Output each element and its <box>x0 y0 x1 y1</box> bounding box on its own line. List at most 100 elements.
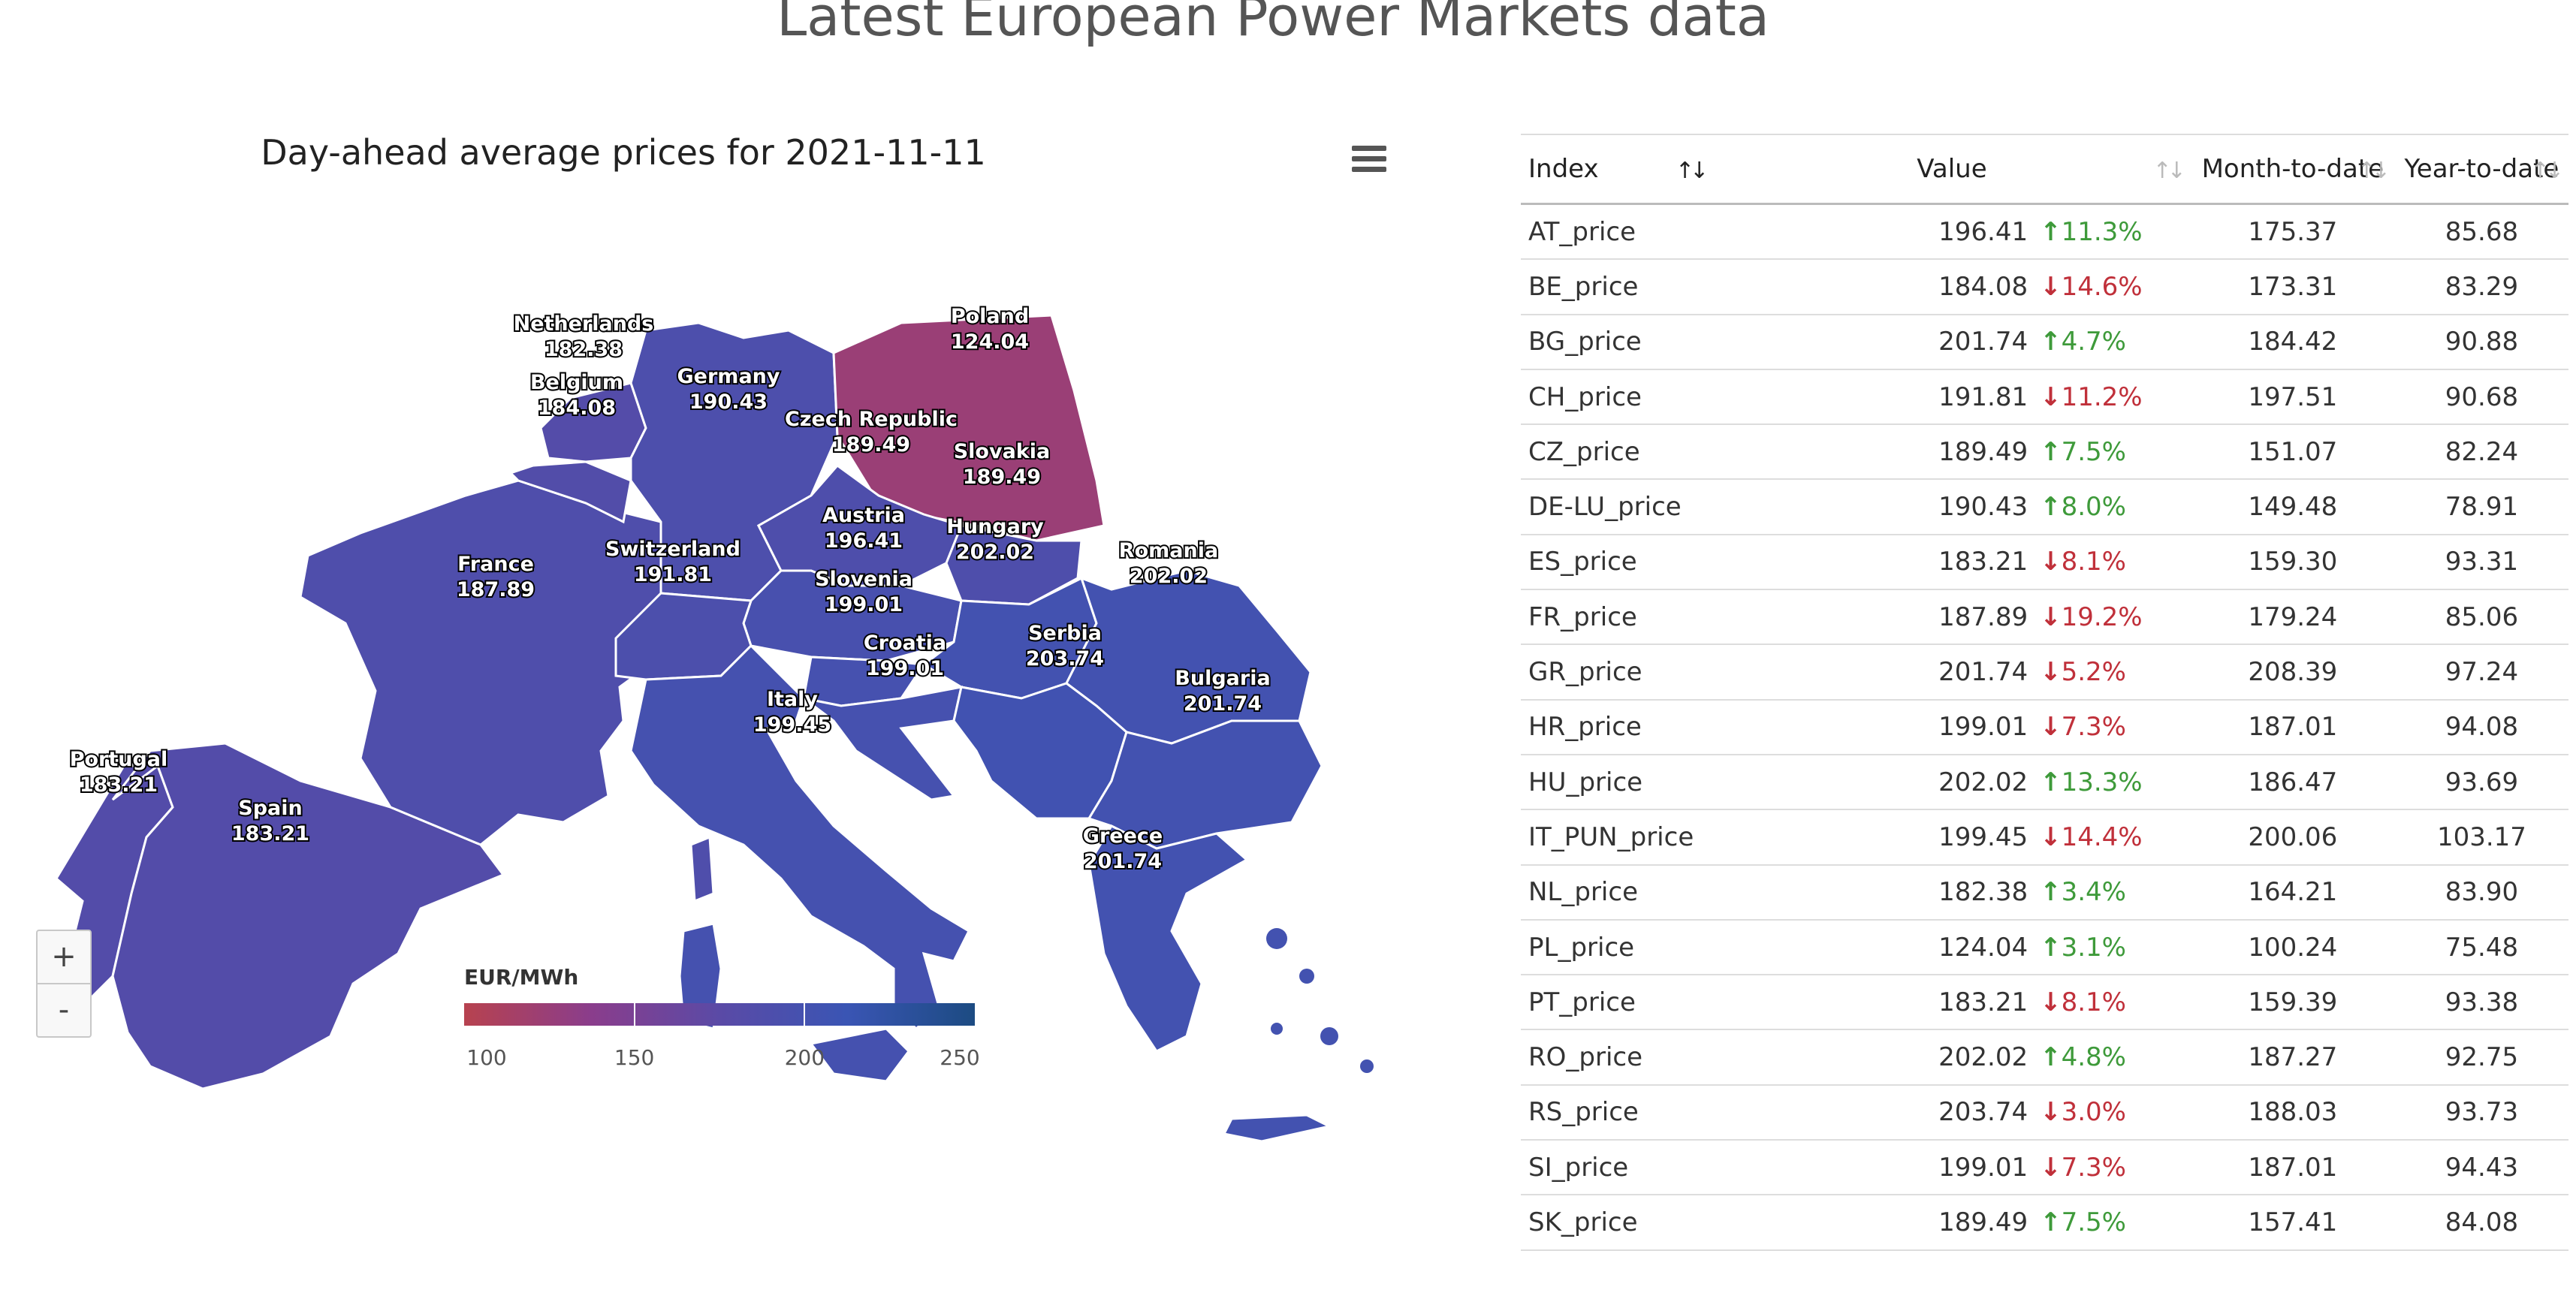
cell-year-to-date: 97.24 <box>2394 644 2568 701</box>
column-header-value[interactable]: Value ↑↓ <box>1713 134 2191 205</box>
cell-year-to-date: 84.08 <box>2394 1195 2568 1251</box>
country-label-name: Germany <box>677 365 780 388</box>
value-change: ↓8.1% <box>2040 547 2126 577</box>
country-label-value: 199.45 <box>753 713 831 737</box>
country-label-name: Netherlands <box>514 312 654 336</box>
cell-value: 199.45 ↓14.4% <box>1713 809 2191 866</box>
sort-icon[interactable]: ↑↓ <box>2530 158 2564 184</box>
country-bulgaria[interactable] <box>1087 719 1323 850</box>
arrow-up-icon: ↑ <box>2040 1207 2062 1237</box>
table-row: FR_price 187.89 ↓19.2% 179.24 85.06 <box>1521 589 2568 646</box>
value-number: 201.74 <box>1938 657 2029 688</box>
cell-value: 202.02 ↑13.3% <box>1713 754 2191 811</box>
arrow-up-icon: ↑ <box>2040 492 2062 523</box>
zoom-out-button[interactable]: - <box>38 983 90 1036</box>
table-row: IT_PUN_price 199.45 ↓14.4% 200.06 103.17 <box>1521 809 2568 866</box>
cell-value: 199.01 ↓7.3% <box>1713 699 2191 755</box>
country-italy[interactable] <box>678 922 722 1030</box>
cell-value: 201.74 ↓5.2% <box>1713 644 2191 701</box>
cell-year-to-date: 78.91 <box>2394 479 2568 535</box>
value-number: 203.74 <box>1938 1097 2029 1128</box>
value-number: 184.08 <box>1938 271 2029 302</box>
country-netherlands[interactable] <box>539 381 647 463</box>
country-greece[interactable] <box>1087 824 1249 1053</box>
country-label-name: Croatia <box>864 631 946 655</box>
country-greece-island[interactable] <box>1299 969 1314 984</box>
cell-value: 201.74 ↑4.7% <box>1713 314 2191 370</box>
page-title: Latest European Power Markets data <box>777 0 1769 48</box>
sort-icon[interactable]: ↑↓ <box>2357 158 2390 184</box>
country-greece-island[interactable] <box>1266 928 1287 949</box>
cell-value: 199.01 ↓7.3% <box>1713 1140 2191 1196</box>
value-number: 199.45 <box>1938 821 2029 852</box>
value-change: ↑4.7% <box>2040 327 2126 357</box>
arrow-up-icon: ↑ <box>2040 327 2062 357</box>
table-row: HR_price 199.01 ↓7.3% 187.01 94.08 <box>1521 699 2568 755</box>
column-header-index[interactable]: Index ↑↓ <box>1521 134 1714 205</box>
change-percent: 19.2% <box>2061 601 2143 632</box>
cell-year-to-date: 83.29 <box>2394 259 2568 315</box>
country-label-name: Belgium <box>530 371 623 394</box>
value-number: 199.01 <box>1938 1152 2029 1183</box>
cell-index: PL_price <box>1521 919 1714 976</box>
country-label-value: 183.21 <box>80 773 158 797</box>
zoom-controls: + - <box>36 930 92 1038</box>
country-czech-republic[interactable] <box>757 463 964 587</box>
sort-asc-icon[interactable]: ↑↓ <box>1675 158 1709 184</box>
zoom-in-button[interactable]: + <box>51 939 77 974</box>
country-greece-island[interactable] <box>1320 1027 1338 1045</box>
value-number: 190.43 <box>1938 492 2029 523</box>
arrow-up-icon: ↑ <box>2040 877 2062 908</box>
arrow-down-icon: ↓ <box>2040 712 2062 743</box>
change-percent: 14.6% <box>2061 271 2143 302</box>
cell-year-to-date: 83.90 <box>2394 864 2568 921</box>
value-change: ↑8.0% <box>2040 492 2126 522</box>
cell-index: HR_price <box>1521 699 1714 755</box>
cell-month-to-date: 164.21 <box>2190 864 2395 921</box>
value-change: ↓14.6% <box>2040 272 2143 302</box>
table-row: DE-LU_price 190.43 ↑8.0% 149.48 78.91 <box>1521 479 2568 535</box>
cell-index: HU_price <box>1521 754 1714 811</box>
column-header-year-to-date[interactable]: Year-to-date ↑↓ <box>2394 134 2568 205</box>
country-label-name: Italy <box>767 688 818 711</box>
value-number: 183.21 <box>1938 547 2029 577</box>
value-number: 187.89 <box>1938 601 2029 632</box>
sort-icon[interactable]: ↑↓ <box>2152 158 2186 184</box>
value-number: 182.38 <box>1938 877 2029 908</box>
cell-month-to-date: 157.41 <box>2190 1195 2395 1251</box>
country-greece[interactable] <box>1222 1114 1333 1143</box>
column-header-month-to-date[interactable]: Month-to-date ↑↓ <box>2190 134 2395 205</box>
country-italy[interactable] <box>629 643 970 1031</box>
table-row: GR_price 201.74 ↓5.2% 208.39 97.24 <box>1521 644 2568 701</box>
country-label-name: Slovenia <box>815 568 912 591</box>
cell-value: 190.43 ↑8.0% <box>1713 479 2191 535</box>
cell-year-to-date: 85.06 <box>2394 589 2568 646</box>
change-percent: 11.2% <box>2061 381 2143 412</box>
arrow-up-icon: ↑ <box>2040 767 2062 797</box>
country-croatia[interactable] <box>803 686 963 801</box>
cell-month-to-date: 100.24 <box>2190 919 2395 976</box>
country-belgium[interactable] <box>508 460 632 524</box>
country-france[interactable] <box>689 835 715 903</box>
cell-index: CH_price <box>1521 369 1714 426</box>
cell-index: RO_price <box>1521 1029 1714 1086</box>
cell-month-to-date: 175.37 <box>2190 203 2395 261</box>
country-label-name: Hungary <box>946 515 1044 538</box>
prices-table-panel: Index ↑↓ Value ↑↓ Month-to-date ↑↓ Year-… <box>1521 134 2568 1251</box>
country-greece-island[interactable] <box>1271 1023 1283 1035</box>
country-spain[interactable] <box>111 742 505 1090</box>
country-italy[interactable] <box>809 1027 910 1083</box>
country-label-value: 202.02 <box>1130 565 1208 588</box>
value-change: ↑3.1% <box>2040 933 2126 963</box>
country-label-name: Czech Republic <box>785 408 958 431</box>
hamburger-menu-icon[interactable] <box>1352 146 1386 173</box>
arrow-down-icon: ↓ <box>2040 547 2062 577</box>
legend-tick-label: 200 <box>784 1045 825 1070</box>
table-row: SK_price 189.49 ↑7.5% 157.41 84.08 <box>1521 1195 2568 1251</box>
cell-year-to-date: 93.69 <box>2394 754 2568 811</box>
country-greece-island[interactable] <box>1360 1059 1374 1073</box>
cell-year-to-date: 75.48 <box>2394 919 2568 976</box>
cell-index: IT_PUN_price <box>1521 809 1714 866</box>
change-percent: 7.5% <box>2061 436 2126 467</box>
